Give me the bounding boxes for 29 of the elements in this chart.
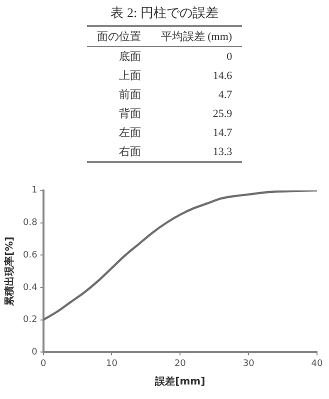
x-tick-label: 30	[242, 358, 255, 369]
x-tick-label: 10	[106, 358, 118, 369]
y-tick-label: 1	[32, 186, 38, 196]
x-tick-label: 40	[311, 358, 323, 369]
y-tick-label: 0	[32, 348, 38, 358]
y-tick-label: 0.4	[22, 282, 38, 293]
x-axis-title: 誤差[mm]	[154, 376, 206, 388]
y-tick-label: 0.8	[22, 218, 38, 228]
text: 面の位置	[96, 30, 142, 45]
y-axis-title: 累積出現率[%]	[4, 236, 16, 307]
data-label: 25.9	[212, 106, 234, 122]
y-tick-label: 0.2	[22, 315, 38, 326]
data-label: 14.7	[212, 126, 234, 140]
category-label: 背面	[118, 106, 142, 122]
text: 平均誤差 (mm)	[160, 30, 234, 45]
category-label: 左面	[118, 126, 142, 141]
line-series	[43, 190, 317, 321]
category-label: 右面	[118, 145, 142, 160]
data-label: 0	[226, 50, 234, 64]
data-label: 4.7	[217, 88, 234, 102]
text: 表 2: 円柱での誤差	[110, 4, 218, 22]
x-tick-label: 0	[40, 358, 46, 369]
data-label: 14.6	[212, 68, 234, 84]
x-tick-label: 20	[174, 358, 186, 369]
category-label: 前面	[118, 88, 142, 103]
y-tick-label: 0.6	[22, 250, 38, 260]
category-label: 底面	[118, 50, 142, 65]
category-label: 上面	[118, 69, 142, 84]
data-label: 13.3	[212, 144, 234, 160]
